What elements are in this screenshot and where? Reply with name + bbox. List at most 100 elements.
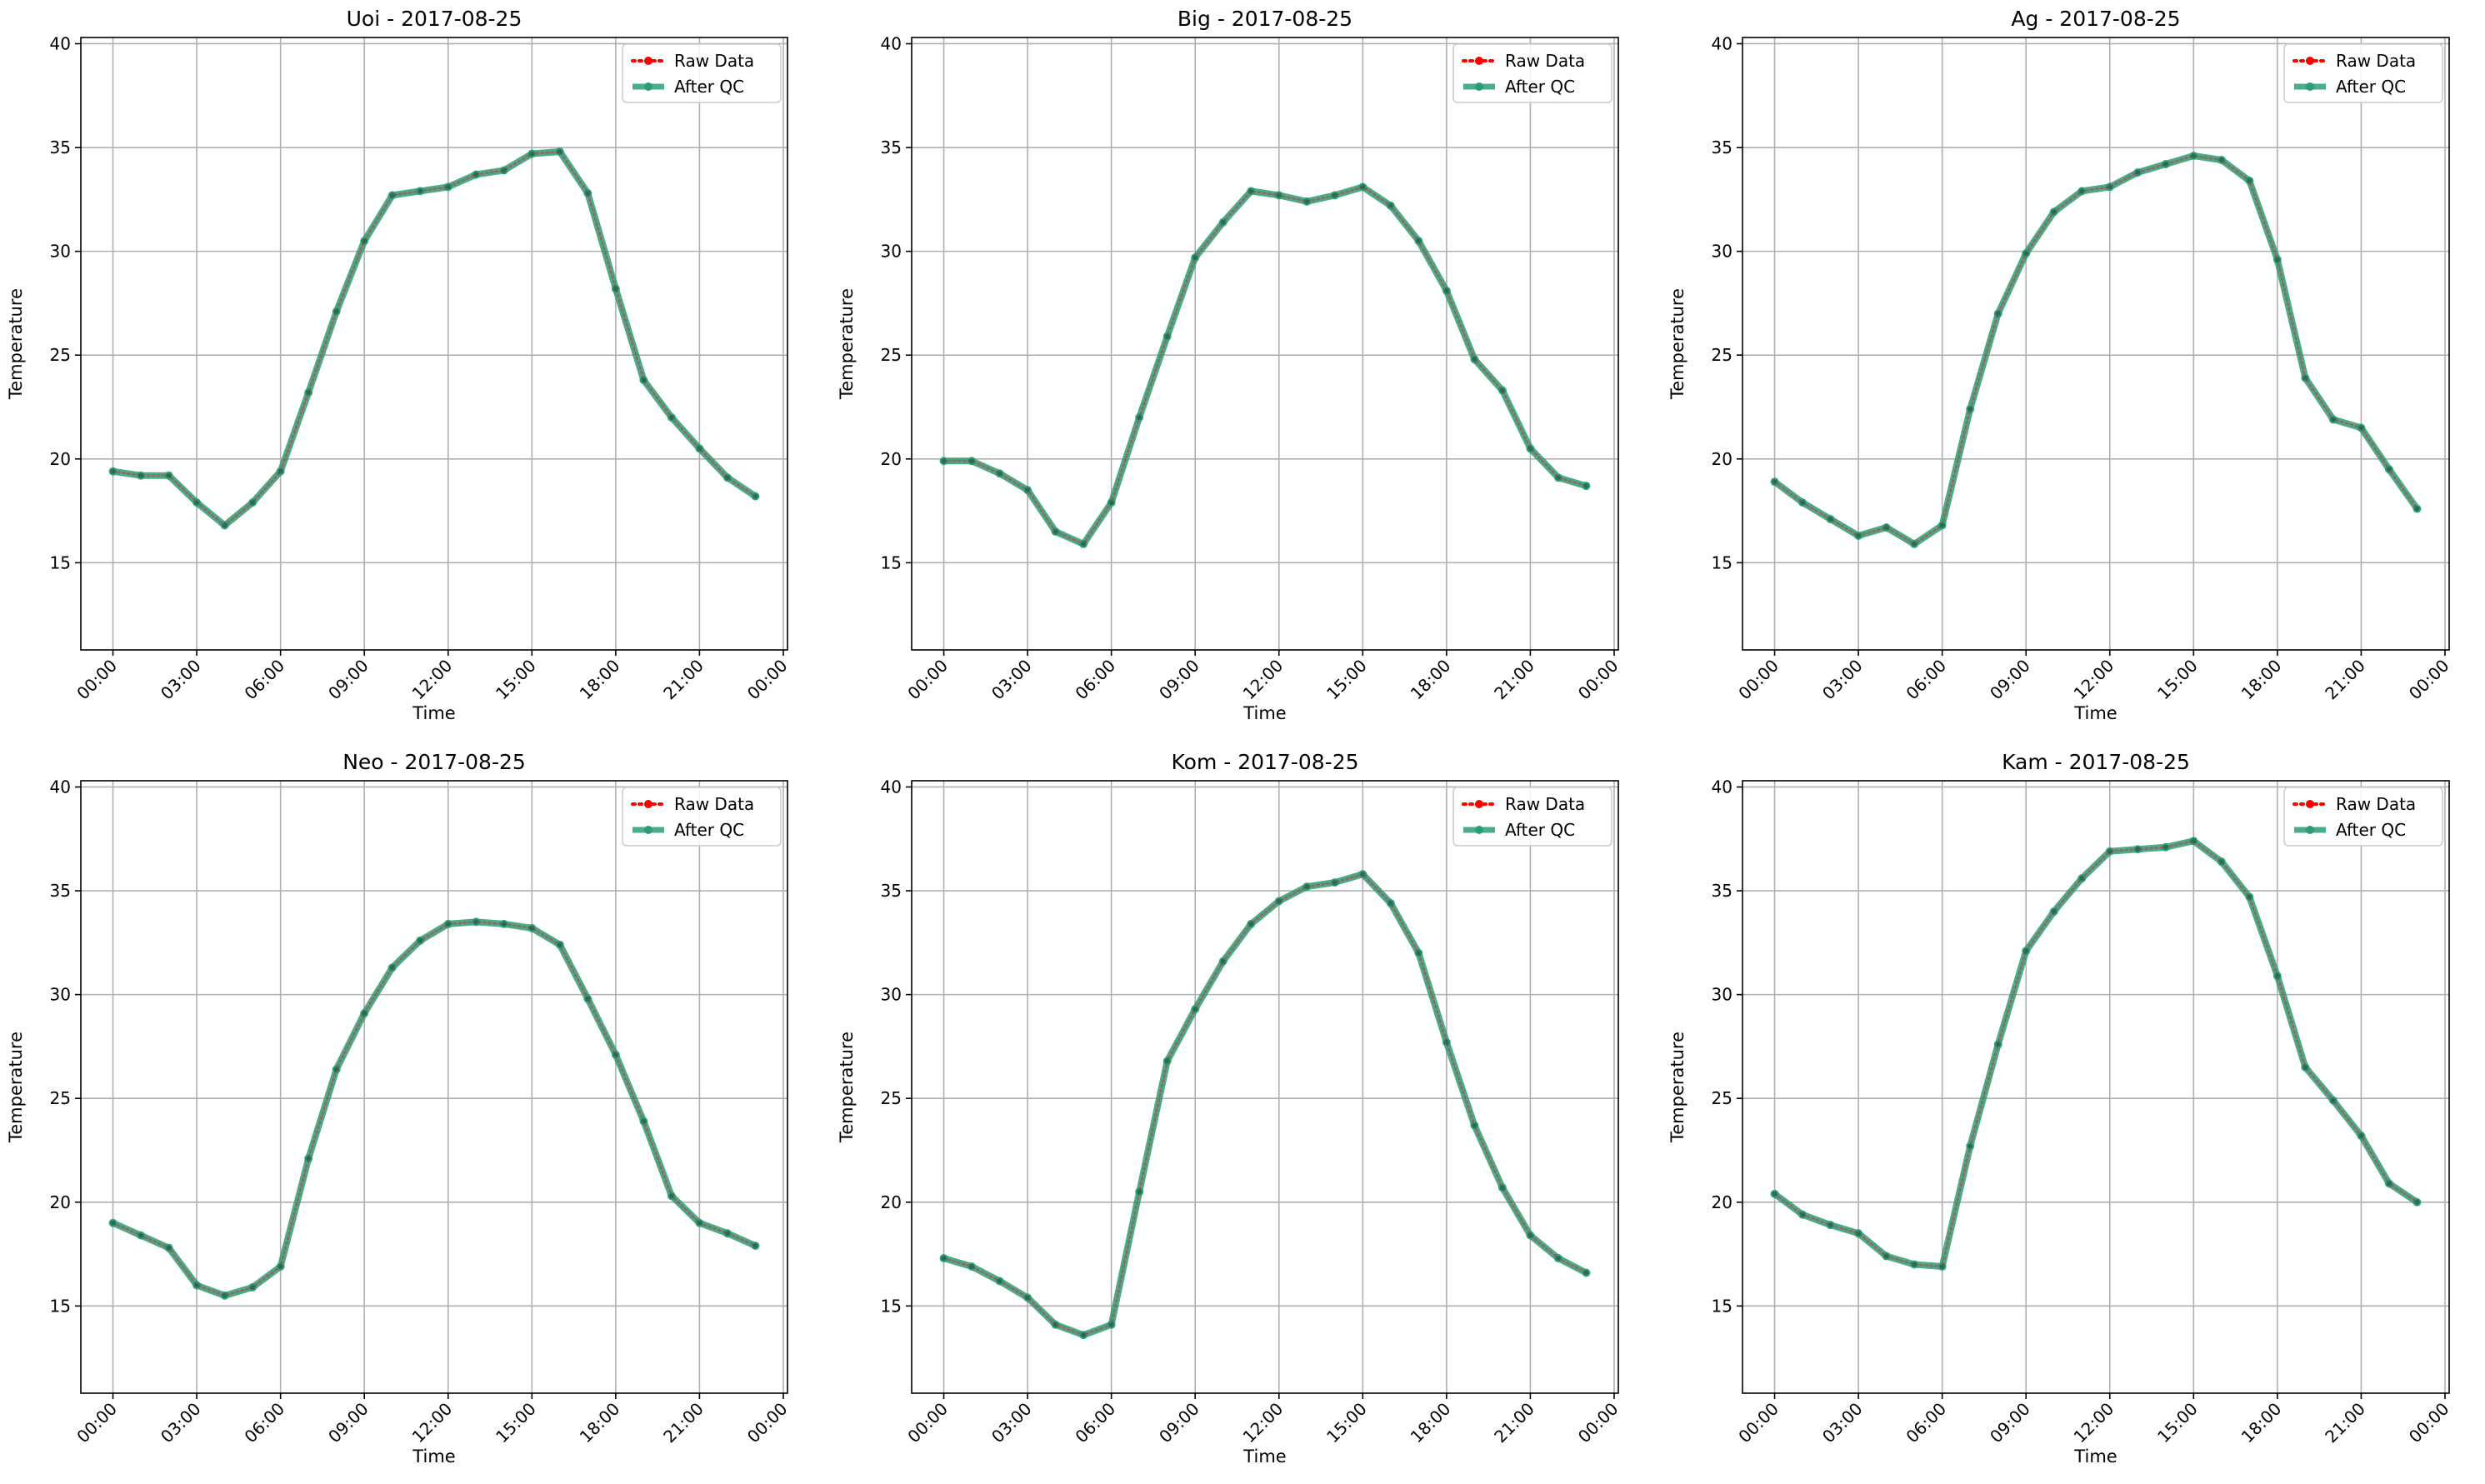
x-tick-label: 18:00	[576, 1399, 624, 1447]
raw-data-point	[222, 1292, 228, 1298]
raw-data-point	[445, 184, 451, 190]
x-tick-label: 18:00	[1407, 1399, 1455, 1447]
x-tick-label: 21:00	[659, 656, 708, 704]
y-tick-label: 35	[1712, 881, 1732, 901]
raw-data-point	[1856, 1231, 1862, 1237]
raw-data-point	[1360, 872, 1366, 877]
x-axis-label: Time	[1242, 703, 1286, 723]
raw-data-point	[1472, 1122, 1478, 1128]
raw-data-point	[1304, 884, 1310, 890]
y-tick-label: 15	[881, 1296, 902, 1316]
raw-data-point	[166, 472, 172, 478]
plot-frame	[1742, 37, 2450, 651]
raw-data-point	[557, 942, 562, 947]
raw-data-point	[2162, 161, 2168, 167]
raw-data-point	[501, 921, 507, 927]
x-tick-label: 03:00	[1818, 1399, 1867, 1447]
legend-qc-label: After QC	[2336, 77, 2406, 97]
raw-data-point	[724, 475, 730, 481]
raw-data-point	[138, 1232, 144, 1238]
raw-data-point	[997, 1278, 1002, 1284]
y-tick-label: 30	[1712, 242, 1732, 262]
x-tick-label: 06:00	[240, 656, 288, 704]
series-after-qc-line	[940, 183, 1590, 547]
x-tick-label: 21:00	[2321, 656, 2369, 704]
raw-data-point	[557, 149, 562, 155]
x-tick-label: 15:00	[2153, 656, 2202, 704]
legend-qc-marker	[1475, 82, 1483, 91]
legend-raw-label: Raw Data	[674, 794, 754, 814]
chart-title: Big - 2017-08-25	[1178, 7, 1352, 31]
raw-data-point	[1332, 880, 1338, 886]
legend-qc-marker	[1475, 826, 1483, 834]
raw-data-point	[2107, 184, 2112, 190]
raw-data-point	[1555, 475, 1561, 481]
y-axis-label: Temperature	[837, 1032, 857, 1143]
raw-data-point	[2414, 1199, 2420, 1205]
raw-data-point	[222, 522, 228, 528]
raw-data-point	[1912, 541, 1918, 547]
raw-data-point	[1583, 1270, 1589, 1276]
raw-data-point	[2247, 177, 2252, 183]
raw-data-point	[1528, 1232, 1533, 1238]
legend-raw-marker	[644, 800, 652, 808]
raw-data-point	[1360, 184, 1366, 190]
raw-data-point	[501, 167, 507, 173]
x-tick-label: 12:00	[1239, 1399, 1288, 1447]
chart-title: Kam - 2017-08-25	[2002, 750, 2190, 774]
raw-data-point	[1137, 1189, 1142, 1195]
series-after-qc-line	[1771, 837, 2421, 1271]
raw-data-point	[1081, 1332, 1087, 1338]
raw-data-point	[1052, 528, 1058, 534]
raw-data-point	[2274, 257, 2280, 262]
x-tick-label: 00:00	[903, 1399, 952, 1447]
x-tick-label: 12:00	[408, 656, 457, 704]
raw-data-point	[941, 1256, 947, 1262]
raw-data-point	[1416, 950, 1422, 956]
raw-data-point	[1772, 479, 1778, 485]
y-tick-label: 40	[50, 33, 71, 53]
raw-data-point	[1968, 406, 1973, 412]
raw-data-point	[529, 925, 535, 931]
y-tick-label: 15	[1712, 552, 1732, 572]
raw-data-point	[1416, 238, 1422, 244]
y-axis-label: Temperature	[6, 288, 26, 400]
raw-data-point	[389, 192, 395, 198]
x-tick-label: 12:00	[2070, 1399, 2118, 1447]
y-tick-label: 30	[881, 242, 902, 262]
series-raw-line	[112, 920, 757, 1297]
x-tick-label: 21:00	[1490, 656, 1538, 704]
raw-data-point	[418, 937, 423, 943]
raw-data-point	[2386, 1181, 2392, 1187]
raw-data-point	[389, 965, 395, 971]
raw-data-point	[1248, 921, 1254, 927]
y-tick-label: 25	[50, 1088, 71, 1108]
raw-data-point	[1800, 1212, 1806, 1217]
raw-data-point	[445, 921, 451, 927]
x-tick-label: 21:00	[1490, 1399, 1538, 1447]
x-tick-label: 12:00	[408, 1399, 457, 1447]
y-tick-label: 15	[881, 552, 902, 572]
legend-raw-label: Raw Data	[1505, 794, 1585, 814]
series-after-qc-line	[940, 871, 1590, 1339]
legend-raw-marker	[1475, 800, 1483, 808]
raw-data-point	[250, 500, 256, 506]
chart-panel: 15 20 25 30 35 40 00:00 03:00 06:00 09:00 12:00 15:…	[837, 750, 1622, 1467]
raw-data-point	[1555, 1256, 1561, 1262]
raw-data-point	[333, 1067, 339, 1072]
x-tick-label: 06:00	[1071, 1399, 1119, 1447]
legend-raw-marker	[2306, 57, 2314, 65]
raw-data-point	[668, 1193, 674, 1199]
raw-data-point	[1052, 1322, 1058, 1327]
raw-data-point	[997, 471, 1002, 477]
raw-data-point	[585, 996, 591, 1002]
raw-data-point	[2330, 1097, 2336, 1103]
x-tick-label: 00:00	[1734, 656, 1782, 704]
raw-data-point	[1025, 1295, 1031, 1301]
legend-qc-label: After QC	[1505, 820, 1575, 840]
y-tick-label: 30	[50, 985, 71, 1005]
raw-data-point	[473, 172, 479, 177]
x-tick-label: 03:00	[157, 656, 205, 704]
legend-raw-label: Raw Data	[1505, 51, 1585, 71]
x-tick-label: 21:00	[2321, 1399, 2369, 1447]
